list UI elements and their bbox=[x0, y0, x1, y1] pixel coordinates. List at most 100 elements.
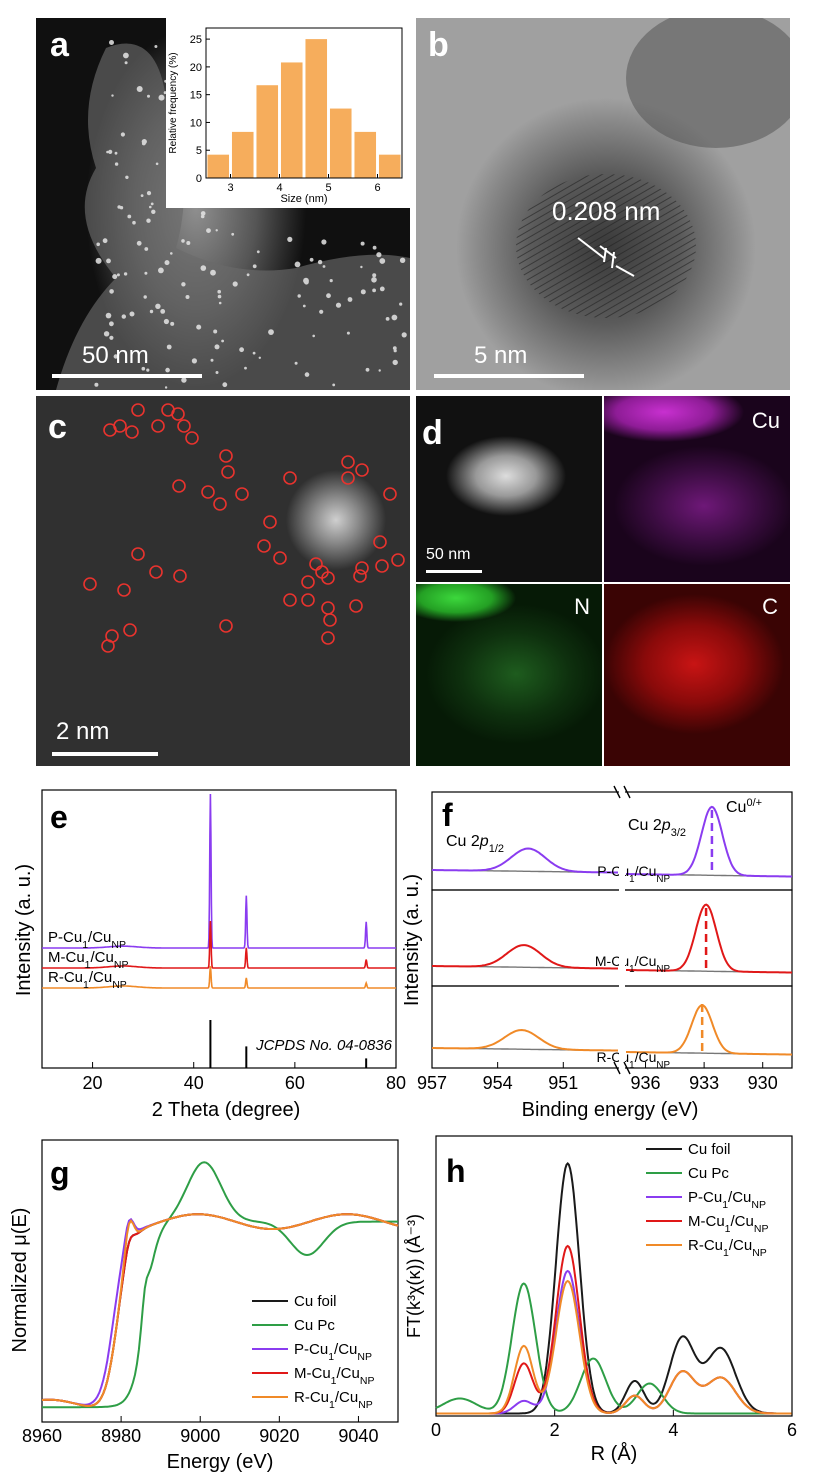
axis-break-gap bbox=[619, 788, 625, 1072]
eds-map-cu: Cu bbox=[604, 396, 790, 582]
single-atom-circle bbox=[283, 471, 297, 485]
nanoparticle-dot bbox=[221, 339, 225, 343]
nanoparticle-dot bbox=[117, 205, 121, 209]
g-legend-label: R-Cu1/CuNP bbox=[294, 1389, 373, 1411]
nanoparticle-dot bbox=[114, 151, 118, 155]
nanoparticle-dot bbox=[312, 334, 316, 338]
nanoparticle-dot bbox=[163, 318, 169, 325]
g-xlabel: Energy (eV) bbox=[167, 1451, 274, 1473]
nanoparticle-dot bbox=[302, 304, 306, 308]
single-atom-circle bbox=[391, 553, 405, 567]
h-legend-label: Cu foil bbox=[688, 1141, 731, 1158]
nanoparticle-dot bbox=[217, 294, 222, 299]
nanoparticle-dot bbox=[206, 228, 211, 234]
single-atom-circle bbox=[321, 631, 335, 645]
nanoparticle-dot bbox=[304, 372, 310, 377]
nanoparticle-dot bbox=[129, 311, 135, 317]
nanoparticle-dot bbox=[121, 314, 127, 319]
single-atom-circle bbox=[201, 485, 215, 499]
g-legend-label: Cu foil bbox=[294, 1293, 337, 1310]
single-atom-circle bbox=[172, 479, 186, 493]
panel-label-g: g bbox=[50, 1155, 70, 1191]
h-legend-label: M-Cu1/CuNP bbox=[688, 1213, 768, 1235]
hist-xtick-label: 3 bbox=[227, 182, 233, 194]
nanoparticle-dot bbox=[111, 94, 114, 97]
hist-xtick-label: 5 bbox=[325, 182, 331, 194]
panel-g-xanes-chart: 8960 8980 9000 9020 9040 g Energy (eV) Norma… bbox=[9, 1139, 399, 1473]
nanoparticle-dot bbox=[102, 238, 108, 244]
single-atom-circle bbox=[321, 601, 335, 615]
nanoparticle-dot bbox=[181, 282, 186, 287]
nanoparticle-dot bbox=[109, 321, 114, 327]
f-xtick-label: 936 bbox=[631, 1073, 661, 1093]
xps-fitted-line bbox=[626, 805, 792, 878]
xps-cu2p-three-half-label: Cu 2p3/2 bbox=[628, 817, 686, 839]
nanoparticle-dot bbox=[108, 149, 113, 154]
e-xtick-label: 40 bbox=[184, 1073, 204, 1093]
nanoparticle-dot bbox=[160, 309, 166, 314]
f-xtick-label: 954 bbox=[483, 1073, 513, 1093]
scale-bar-a bbox=[52, 374, 202, 378]
hist-ytick-label: 15 bbox=[190, 90, 202, 102]
nanoparticle-dot bbox=[105, 312, 112, 319]
g-xtick-label: 8960 bbox=[22, 1426, 62, 1446]
histogram-bar bbox=[280, 62, 303, 178]
h-legend-label: P-Cu1/CuNP bbox=[688, 1189, 766, 1211]
panel-h-ft-exafs-chart: 0 2 4 6 h R (Å) FT(k³χ(κ)) (Å⁻³) Cu foil Cu … bbox=[404, 1135, 797, 1465]
nanoparticle-dot bbox=[321, 239, 327, 245]
nanoparticle-dot bbox=[170, 321, 175, 326]
f-xtick-label: 951 bbox=[548, 1073, 578, 1093]
nanoparticle-dot bbox=[124, 61, 128, 65]
e-xtick-label: 60 bbox=[285, 1073, 305, 1093]
nanoparticle-dot bbox=[181, 377, 187, 383]
scale-text-a: 50 nm bbox=[82, 342, 149, 369]
nanoparticle-dot bbox=[164, 260, 170, 266]
nanoparticle-dot bbox=[113, 354, 119, 359]
nanoparticle-dot bbox=[326, 293, 331, 299]
e-xtick-label: 80 bbox=[386, 1073, 406, 1093]
f-xlabel: Binding energy (eV) bbox=[522, 1099, 699, 1121]
nanoparticle-dot bbox=[154, 45, 158, 48]
nanoparticle-dot bbox=[146, 191, 152, 196]
xrd-series-label: M-Cu1/CuNP bbox=[48, 949, 128, 971]
xanes-series-line bbox=[41, 1213, 399, 1407]
hist-ytick-label: 25 bbox=[190, 34, 202, 46]
nanoparticle-dot bbox=[155, 303, 161, 309]
panel-label-f: f bbox=[442, 797, 453, 833]
nanoparticle-dot bbox=[294, 261, 301, 268]
single-atom-markers bbox=[83, 403, 405, 653]
single-atom-circle bbox=[213, 497, 227, 511]
ft-series-line bbox=[436, 1269, 792, 1415]
scale-text-d: 50 nm bbox=[426, 546, 471, 563]
panel-label-b: b bbox=[428, 26, 449, 64]
nanoparticle-dot bbox=[360, 265, 363, 269]
nanoparticle-dot bbox=[140, 194, 144, 198]
xrd-series-line bbox=[42, 793, 396, 949]
single-atom-circle bbox=[123, 623, 137, 637]
nanoparticle-dot bbox=[309, 257, 314, 262]
g-xtick-label: 8980 bbox=[101, 1426, 141, 1446]
h-legend-label: Cu Pc bbox=[688, 1165, 729, 1182]
nanoparticle-dot bbox=[123, 52, 129, 59]
nanoparticle-dot bbox=[94, 382, 99, 387]
nanoparticle-dot bbox=[149, 309, 154, 314]
nanoparticle-dot bbox=[218, 301, 222, 305]
single-atom-circle bbox=[131, 547, 145, 561]
nanoparticle-dot bbox=[317, 259, 323, 265]
histogram-bar bbox=[231, 131, 254, 178]
panel-b-image: b 0.208 nm 5 nm bbox=[416, 18, 790, 390]
nanoparticle-dot bbox=[294, 361, 298, 365]
e-ylabel: Intensity (a. u.) bbox=[13, 864, 35, 996]
nanoparticle-dot bbox=[347, 297, 353, 302]
nanoparticle-dot bbox=[217, 289, 221, 294]
xrd-series-label: P-Cu1/CuNP bbox=[48, 929, 126, 951]
h-xtick-label: 2 bbox=[550, 1420, 560, 1440]
single-atom-circle bbox=[321, 571, 335, 585]
nanoparticle-dot bbox=[332, 383, 336, 387]
nanoparticle-dot bbox=[114, 162, 119, 166]
single-atom-circle bbox=[263, 515, 277, 529]
hist-ytick-label: 0 bbox=[196, 173, 202, 185]
xanes-series-line bbox=[42, 1161, 398, 1409]
panel-label-c: c bbox=[48, 408, 67, 446]
single-atom-circle bbox=[131, 403, 145, 417]
